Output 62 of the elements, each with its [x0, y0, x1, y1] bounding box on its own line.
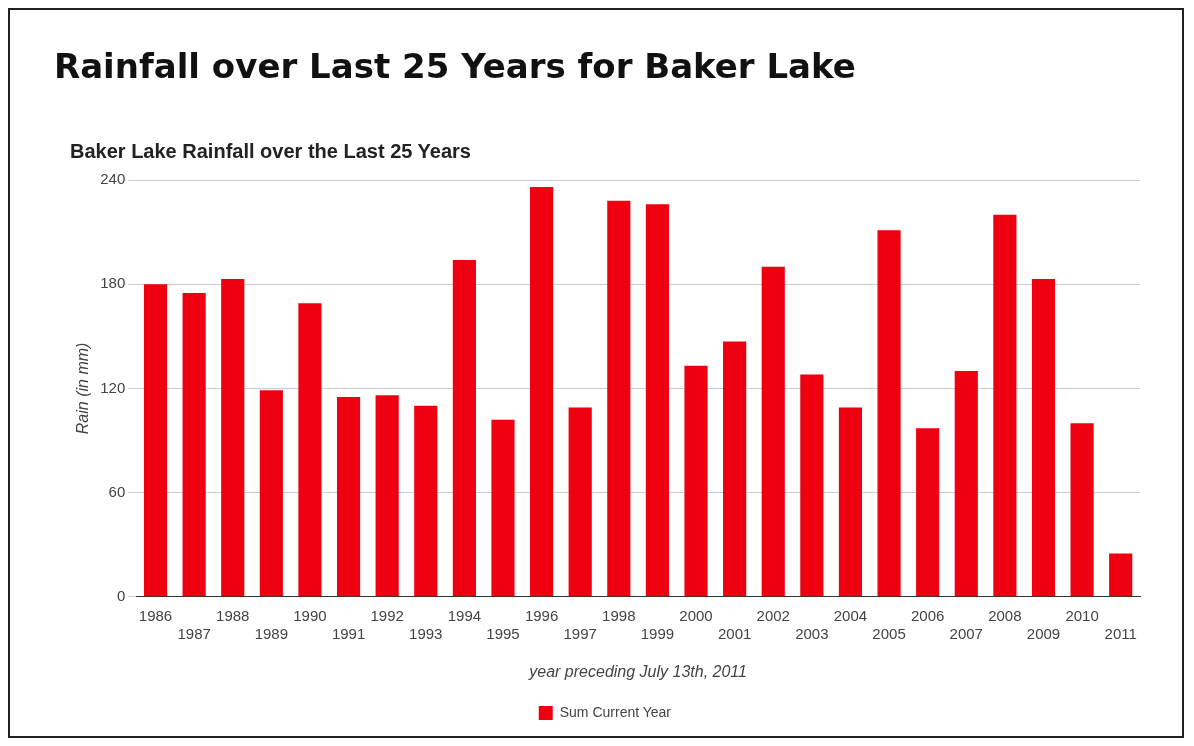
- bar: [298, 303, 322, 597]
- x-tick-label: 2011: [1104, 624, 1137, 642]
- bar: [877, 230, 901, 597]
- x-tick-label: 2010: [1065, 606, 1099, 624]
- bar: [1070, 423, 1094, 597]
- x-tick-label: 1993: [409, 624, 443, 642]
- bar: [684, 365, 708, 597]
- x-tick-label: 1999: [640, 624, 675, 642]
- bar: [954, 371, 978, 597]
- bar: [414, 405, 438, 597]
- bar: [452, 259, 476, 597]
- x-tick-label: 1994: [447, 606, 482, 624]
- bar: [221, 278, 245, 597]
- chart-title: Rainfall over Last 25 Years for Baker Lake: [54, 46, 856, 86]
- x-tick-label: 1988: [216, 606, 250, 624]
- x-tick-label: 2006: [910, 606, 945, 624]
- x-tick-label: 1995: [486, 624, 520, 642]
- x-tick-label: 1991: [331, 624, 366, 642]
- bar: [607, 200, 631, 597]
- bar: [993, 214, 1017, 597]
- x-tick-label: 2004: [833, 606, 868, 624]
- x-tick-label: 1996: [524, 606, 559, 624]
- x-tick-label: 1986: [138, 606, 173, 624]
- bar: [568, 407, 592, 597]
- bar: [800, 374, 824, 597]
- x-tick-label: 1998: [602, 606, 636, 624]
- bar: [645, 204, 669, 597]
- y-axis-title: Rain (in mm): [74, 342, 92, 435]
- bar: [182, 292, 206, 597]
- bar: [1031, 278, 1056, 597]
- x-tick-label: 2009: [1026, 624, 1061, 642]
- legend-label: Sum Current Year: [559, 703, 672, 720]
- bar: [838, 407, 863, 597]
- bar: [375, 395, 399, 597]
- y-tick-label: 0: [116, 586, 126, 604]
- x-axis-title: year preceding July 13th, 2011: [528, 662, 747, 680]
- x-tick-label: 2003: [795, 624, 829, 642]
- x-tick-label: 1987: [177, 624, 211, 642]
- x-tick-label: 1989: [254, 624, 289, 642]
- y-tick-label: 120: [100, 378, 126, 396]
- x-tick-label: 2001: [717, 624, 752, 642]
- bar: [491, 419, 515, 597]
- bar: [143, 284, 168, 597]
- bar: [761, 266, 785, 597]
- bar: [336, 397, 361, 597]
- bar: [916, 428, 940, 597]
- chart-subtitle: Baker Lake Rainfall over the Last 25 Years: [70, 139, 471, 162]
- y-tick-label: 60: [108, 482, 126, 500]
- bar: [723, 341, 747, 597]
- bar: [1109, 553, 1133, 597]
- x-tick-label: 1992: [370, 606, 404, 624]
- bar: [259, 390, 283, 597]
- x-tick-label: 1990: [293, 606, 327, 624]
- x-tick-label: 2002: [756, 606, 790, 624]
- x-tick-label: 1997: [563, 624, 597, 642]
- y-tick-label: 180: [100, 274, 126, 292]
- x-tick-label: 2008: [988, 606, 1022, 624]
- y-tick-label: 240: [100, 170, 126, 188]
- bar: [530, 186, 554, 597]
- x-tick-label: 2000: [679, 606, 713, 624]
- x-tick-label: 2005: [872, 624, 906, 642]
- x-tick-label: 2007: [949, 624, 983, 642]
